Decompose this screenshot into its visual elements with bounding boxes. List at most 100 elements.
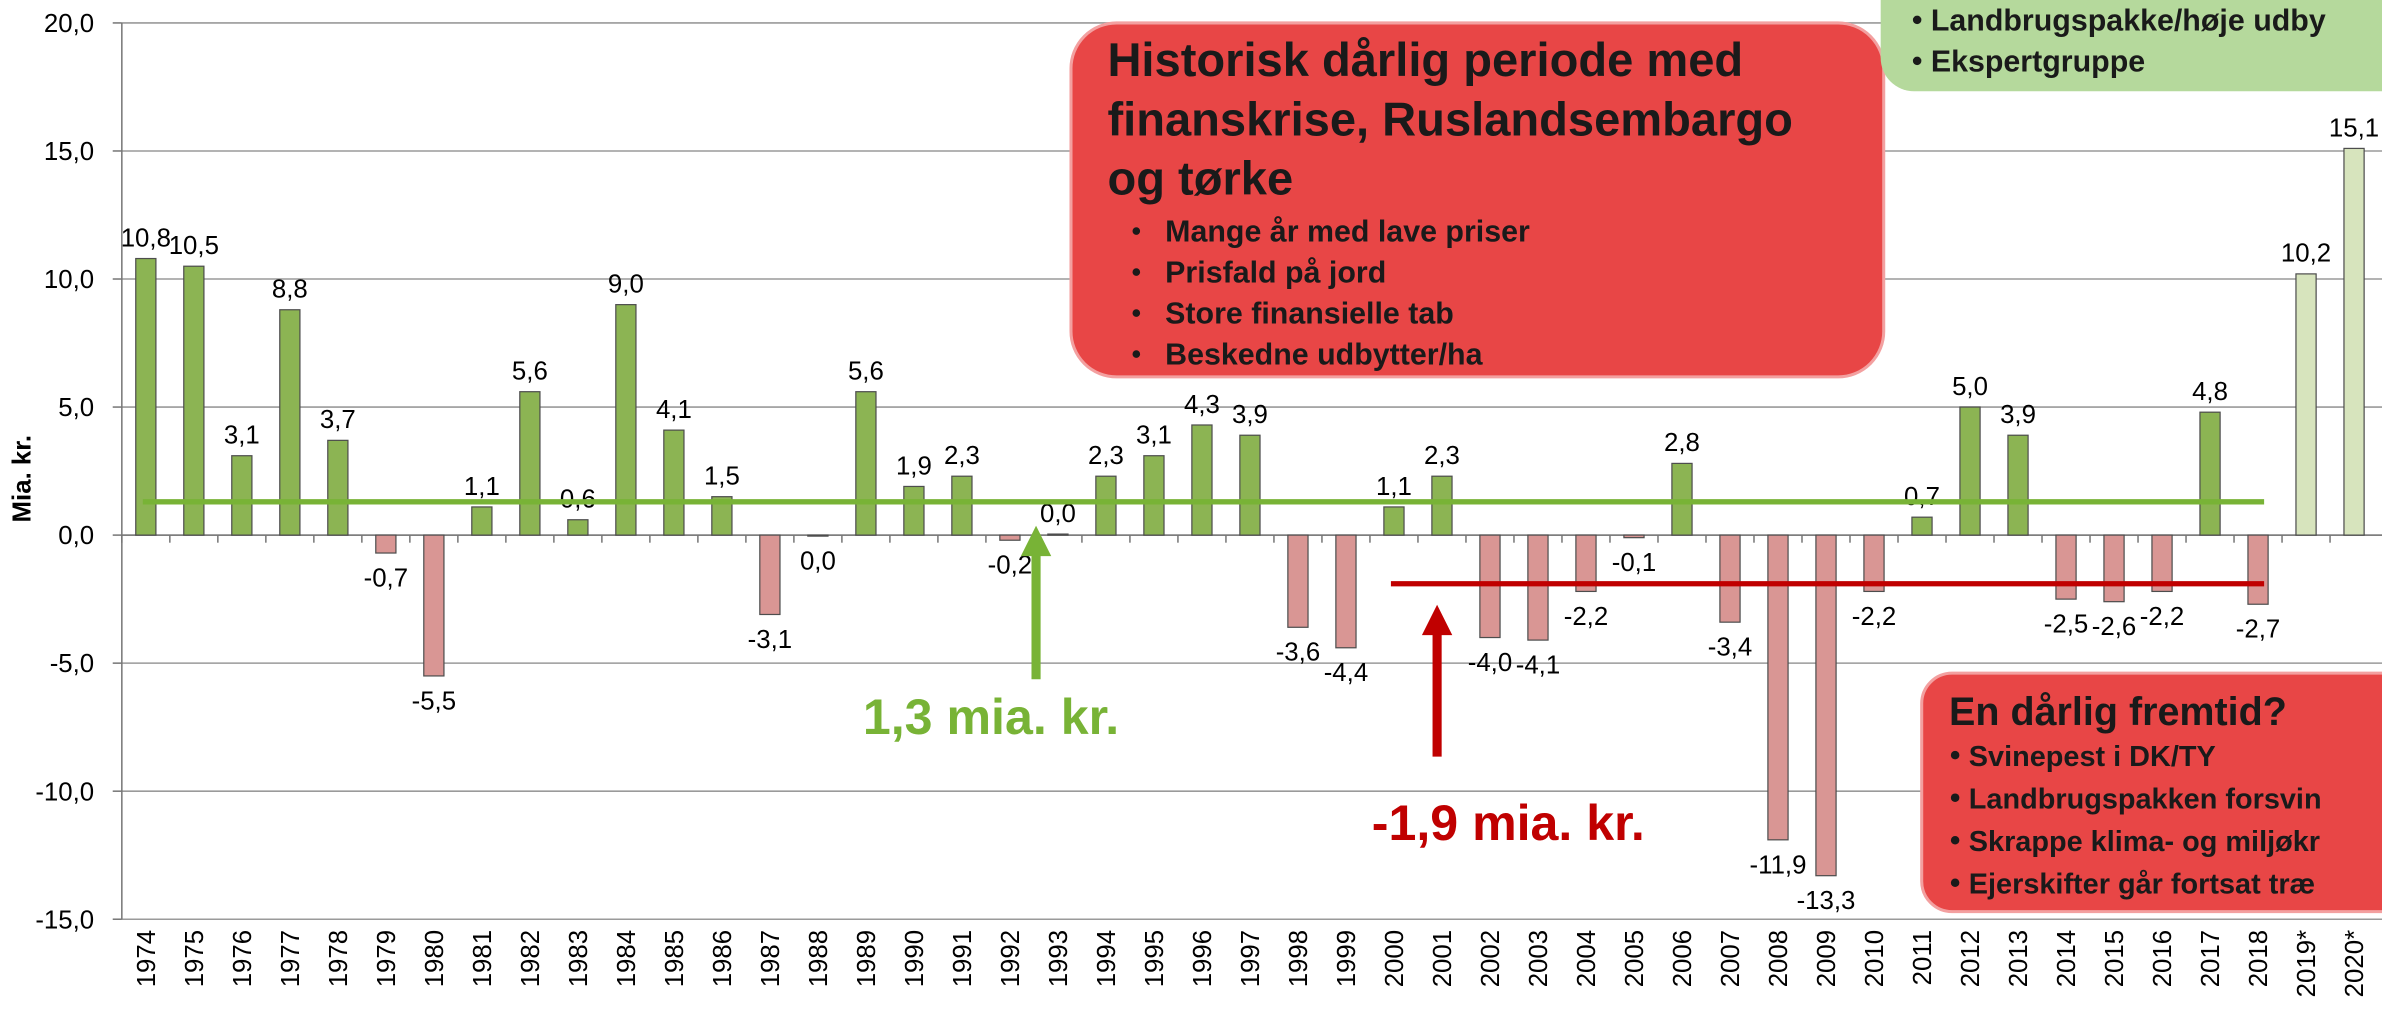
arrow-head xyxy=(1020,525,1052,557)
x-tick-label: 2012 xyxy=(1957,930,1985,987)
x-tick-label: 1991 xyxy=(949,930,977,987)
value-label: 10,5 xyxy=(169,232,219,260)
average-label: 1,3 mia. kr. xyxy=(863,689,1119,745)
box-bullet: Store finansielle tab xyxy=(1165,297,1454,331)
bar xyxy=(1719,534,1741,623)
x-tick-label: 2013 xyxy=(2005,930,2033,987)
bar xyxy=(2007,434,2029,536)
value-label: 0,0 xyxy=(800,548,836,576)
bar xyxy=(375,534,397,554)
x-tick-label: 2001 xyxy=(1429,930,1457,987)
bar xyxy=(327,439,349,536)
bullet xyxy=(1950,793,1960,802)
bar xyxy=(2199,411,2221,536)
value-label: -0,1 xyxy=(1612,549,1656,577)
x-tick-label: 2010 xyxy=(1861,930,1889,987)
value-label: -0,7 xyxy=(364,564,408,592)
x-tick-label: 1984 xyxy=(613,930,641,987)
box-bullet: Landbrugspakke/høje udby xyxy=(1931,4,2326,38)
value-label: 1,5 xyxy=(704,463,740,491)
x-tick-label: 2014 xyxy=(2053,930,2081,987)
x-tick-label: 1980 xyxy=(421,930,449,987)
y-tick-label: -10,0 xyxy=(35,778,94,806)
value-label: -3,6 xyxy=(1276,639,1320,667)
box-bullet: Ejerskifter går fortsat træ xyxy=(1969,868,2315,900)
value-label: 0,0 xyxy=(1040,500,1076,528)
x-tick-label: 2008 xyxy=(1765,930,1793,987)
y-tick-label: 20,0 xyxy=(44,10,94,38)
box-bullet: Svinepest i DK/TY xyxy=(1969,741,2216,773)
y-tick-label: 15,0 xyxy=(44,138,94,166)
value-label: -11,9 xyxy=(1750,851,1807,879)
bar xyxy=(1863,534,1885,593)
bar xyxy=(1815,534,1837,877)
value-label: 2,8 xyxy=(1664,429,1700,457)
value-label: -2,6 xyxy=(2092,613,2136,641)
bar xyxy=(1143,455,1165,536)
x-tick-label: 2009 xyxy=(1813,930,1841,987)
bar xyxy=(471,506,493,536)
bar xyxy=(567,519,589,536)
value-label: -2,7 xyxy=(2236,616,2280,644)
x-tick-label: 1996 xyxy=(1189,930,1217,987)
bar xyxy=(279,309,301,536)
bar xyxy=(711,496,733,536)
value-label: 4,3 xyxy=(1184,391,1220,419)
bullet xyxy=(1950,835,1960,845)
value-label: -4,4 xyxy=(1324,659,1368,687)
x-tick-label: 1998 xyxy=(1285,930,1313,987)
x-tick-label: 1978 xyxy=(325,930,353,987)
bullet xyxy=(1912,56,1922,66)
value-label: -13,3 xyxy=(1797,887,1856,915)
x-tick-label: 2002 xyxy=(1477,930,1505,987)
box-bullet: Prisfald på jord xyxy=(1165,256,1386,290)
x-tick-label: 1987 xyxy=(757,930,785,987)
bar xyxy=(1431,475,1453,536)
value-label: 0,7 xyxy=(1904,483,1940,511)
value-label: -3,1 xyxy=(748,626,792,654)
bar xyxy=(951,475,973,536)
x-tick-label: 2005 xyxy=(1621,930,1649,987)
x-tick-label: 1989 xyxy=(853,930,881,987)
bar xyxy=(1911,516,1933,536)
bar xyxy=(2295,273,2317,536)
bar xyxy=(1767,534,1789,841)
value-label: 2,3 xyxy=(944,442,980,470)
x-tick-label: 2007 xyxy=(1717,930,1745,987)
x-tick-label: 1985 xyxy=(661,930,689,987)
value-label: 1,1 xyxy=(464,473,500,501)
value-label: 8,8 xyxy=(272,276,308,304)
box-bullet: Mange år med lave priser xyxy=(1165,215,1530,249)
x-tick-label: 2018 xyxy=(2245,930,2273,987)
value-label: 3,9 xyxy=(1232,401,1268,429)
x-tick-label: 1997 xyxy=(1237,930,1265,987)
bar xyxy=(1095,475,1117,536)
bar xyxy=(423,534,445,677)
x-tick-label: 1979 xyxy=(373,930,401,987)
bar xyxy=(1623,534,1645,539)
value-label: 5,6 xyxy=(512,358,548,386)
box-title: finanskrise, Ruslandsembargo xyxy=(1107,92,1792,145)
value-label: 4,8 xyxy=(2192,378,2228,406)
bar xyxy=(1959,406,1981,536)
bullet xyxy=(1132,350,1141,358)
bar xyxy=(2343,147,2365,536)
x-tick-label: 1981 xyxy=(469,930,497,987)
annotation-box xyxy=(1920,671,2382,914)
bar xyxy=(1191,424,1213,536)
box-bullet: Skrappe klima- og miljøkr xyxy=(1969,826,2320,858)
x-tick-label: 2016 xyxy=(2149,930,2177,987)
bar xyxy=(2151,534,2173,593)
bar xyxy=(2055,534,2077,600)
value-label: 10,2 xyxy=(2281,240,2331,268)
value-label: -4,0 xyxy=(1468,649,1512,677)
box-bullet: Ekspertgruppe xyxy=(1931,45,2145,79)
value-label: 1,9 xyxy=(896,452,932,480)
bar xyxy=(2247,534,2269,605)
value-label: -2,2 xyxy=(1564,603,1608,631)
value-label: 2,3 xyxy=(1088,442,1124,470)
bullet xyxy=(1950,878,1960,888)
bar xyxy=(1383,506,1405,536)
bar xyxy=(1047,533,1069,536)
x-tick-label: 2019* xyxy=(2293,930,2321,997)
